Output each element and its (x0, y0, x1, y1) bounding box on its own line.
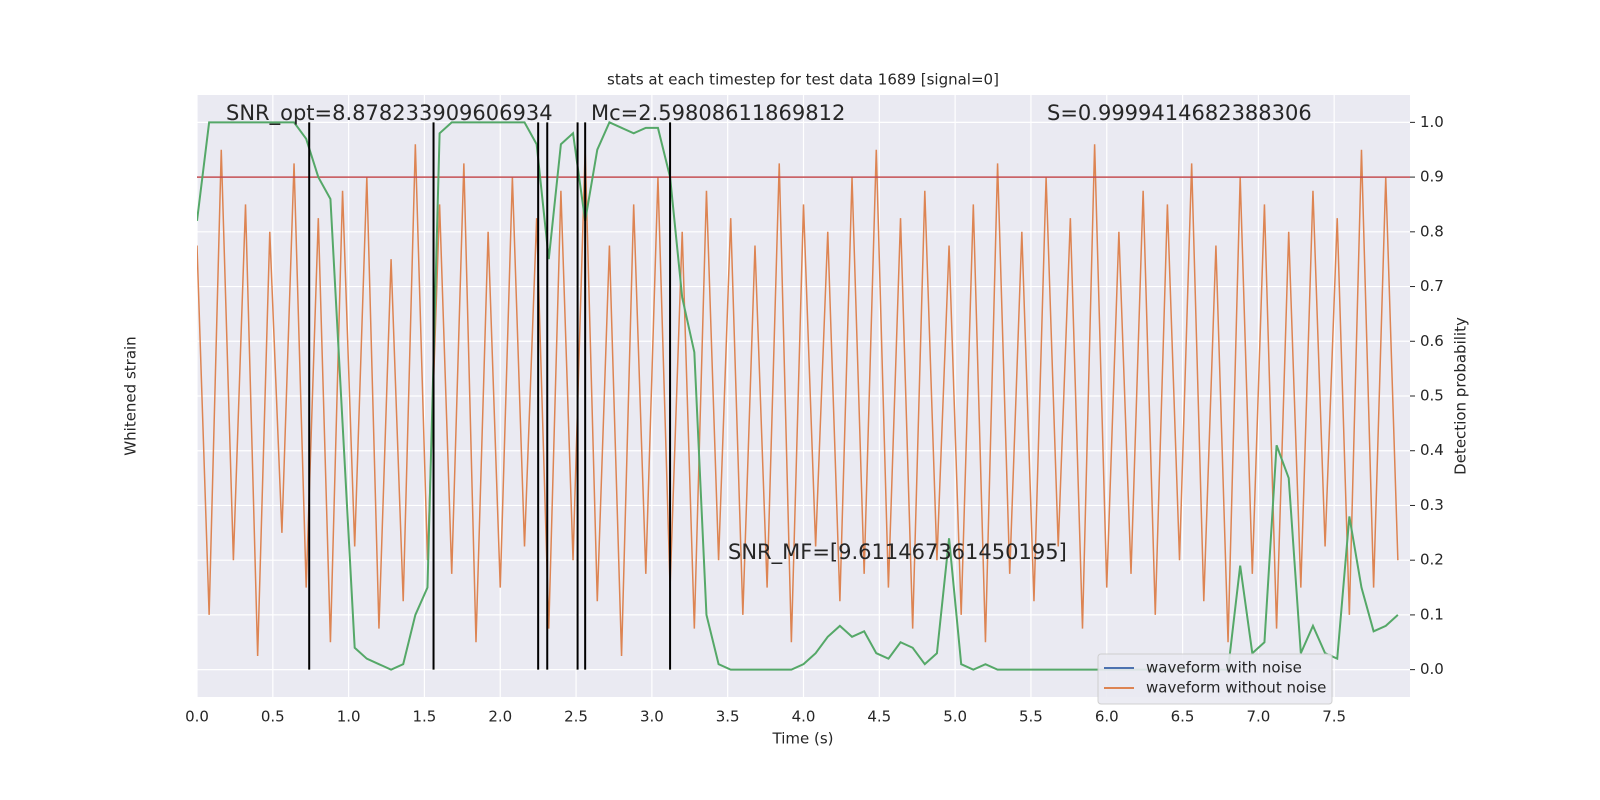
x-tick-label: 0.0 (185, 708, 209, 726)
legend-label: waveform without noise (1146, 679, 1326, 697)
y2-tick-label: 0.8 (1420, 222, 1444, 240)
legend-label: waveform with noise (1146, 659, 1302, 677)
annotation: SNR_MF=[9.611467361450195] (728, 540, 1067, 565)
chart-title: stats at each timestep for test data 168… (607, 71, 999, 89)
x-tick-label: 1.5 (413, 708, 437, 726)
y-axis-label: Whitened strain (122, 336, 140, 455)
x-axis-label: Time (s) (772, 730, 834, 748)
y2-tick-label: 0.1 (1420, 605, 1444, 623)
x-tick-label: 2.0 (488, 708, 512, 726)
x-tick-label: 4.0 (792, 708, 816, 726)
legend-box (1097, 653, 1333, 705)
y2-tick-label: 0.3 (1420, 496, 1444, 514)
x-tick-label: 3.5 (716, 708, 740, 726)
annotation: Mc=2.59808611869812 (591, 101, 845, 125)
x-tick-label: 7.5 (1322, 708, 1346, 726)
y2-tick-label: 0.5 (1420, 387, 1444, 405)
x-tick-label: 5.5 (1019, 708, 1043, 726)
y2-tick-label: 1.0 (1420, 113, 1444, 131)
annotation: SNR_opt=8.878233909606934 (226, 101, 553, 126)
x-tick-label: 5.0 (943, 708, 967, 726)
annotation: S=0.9999414682388306 (1047, 101, 1312, 125)
y2-tick-label: 0.0 (1420, 660, 1444, 678)
x-tick-label: 3.0 (640, 708, 664, 726)
x-tick-label: 4.5 (867, 708, 891, 726)
x-tick-label: 6.5 (1171, 708, 1195, 726)
y2-axis-label: Detection probability (1452, 317, 1470, 475)
y2-tick-label: 0.7 (1420, 277, 1444, 295)
y2-tick-label: 0.9 (1420, 168, 1444, 186)
x-tick-label: 1.0 (337, 708, 361, 726)
x-tick-label: 6.0 (1095, 708, 1119, 726)
x-tick-label: 0.5 (261, 708, 285, 726)
x-tick-label: 2.5 (564, 708, 588, 726)
y2-tick-label: 0.2 (1420, 551, 1444, 569)
x-tick-label: 7.0 (1246, 708, 1270, 726)
series-line (197, 144, 1399, 656)
y2-tick-label: 0.4 (1420, 441, 1444, 459)
y2-tick-label: 0.6 (1420, 332, 1444, 350)
